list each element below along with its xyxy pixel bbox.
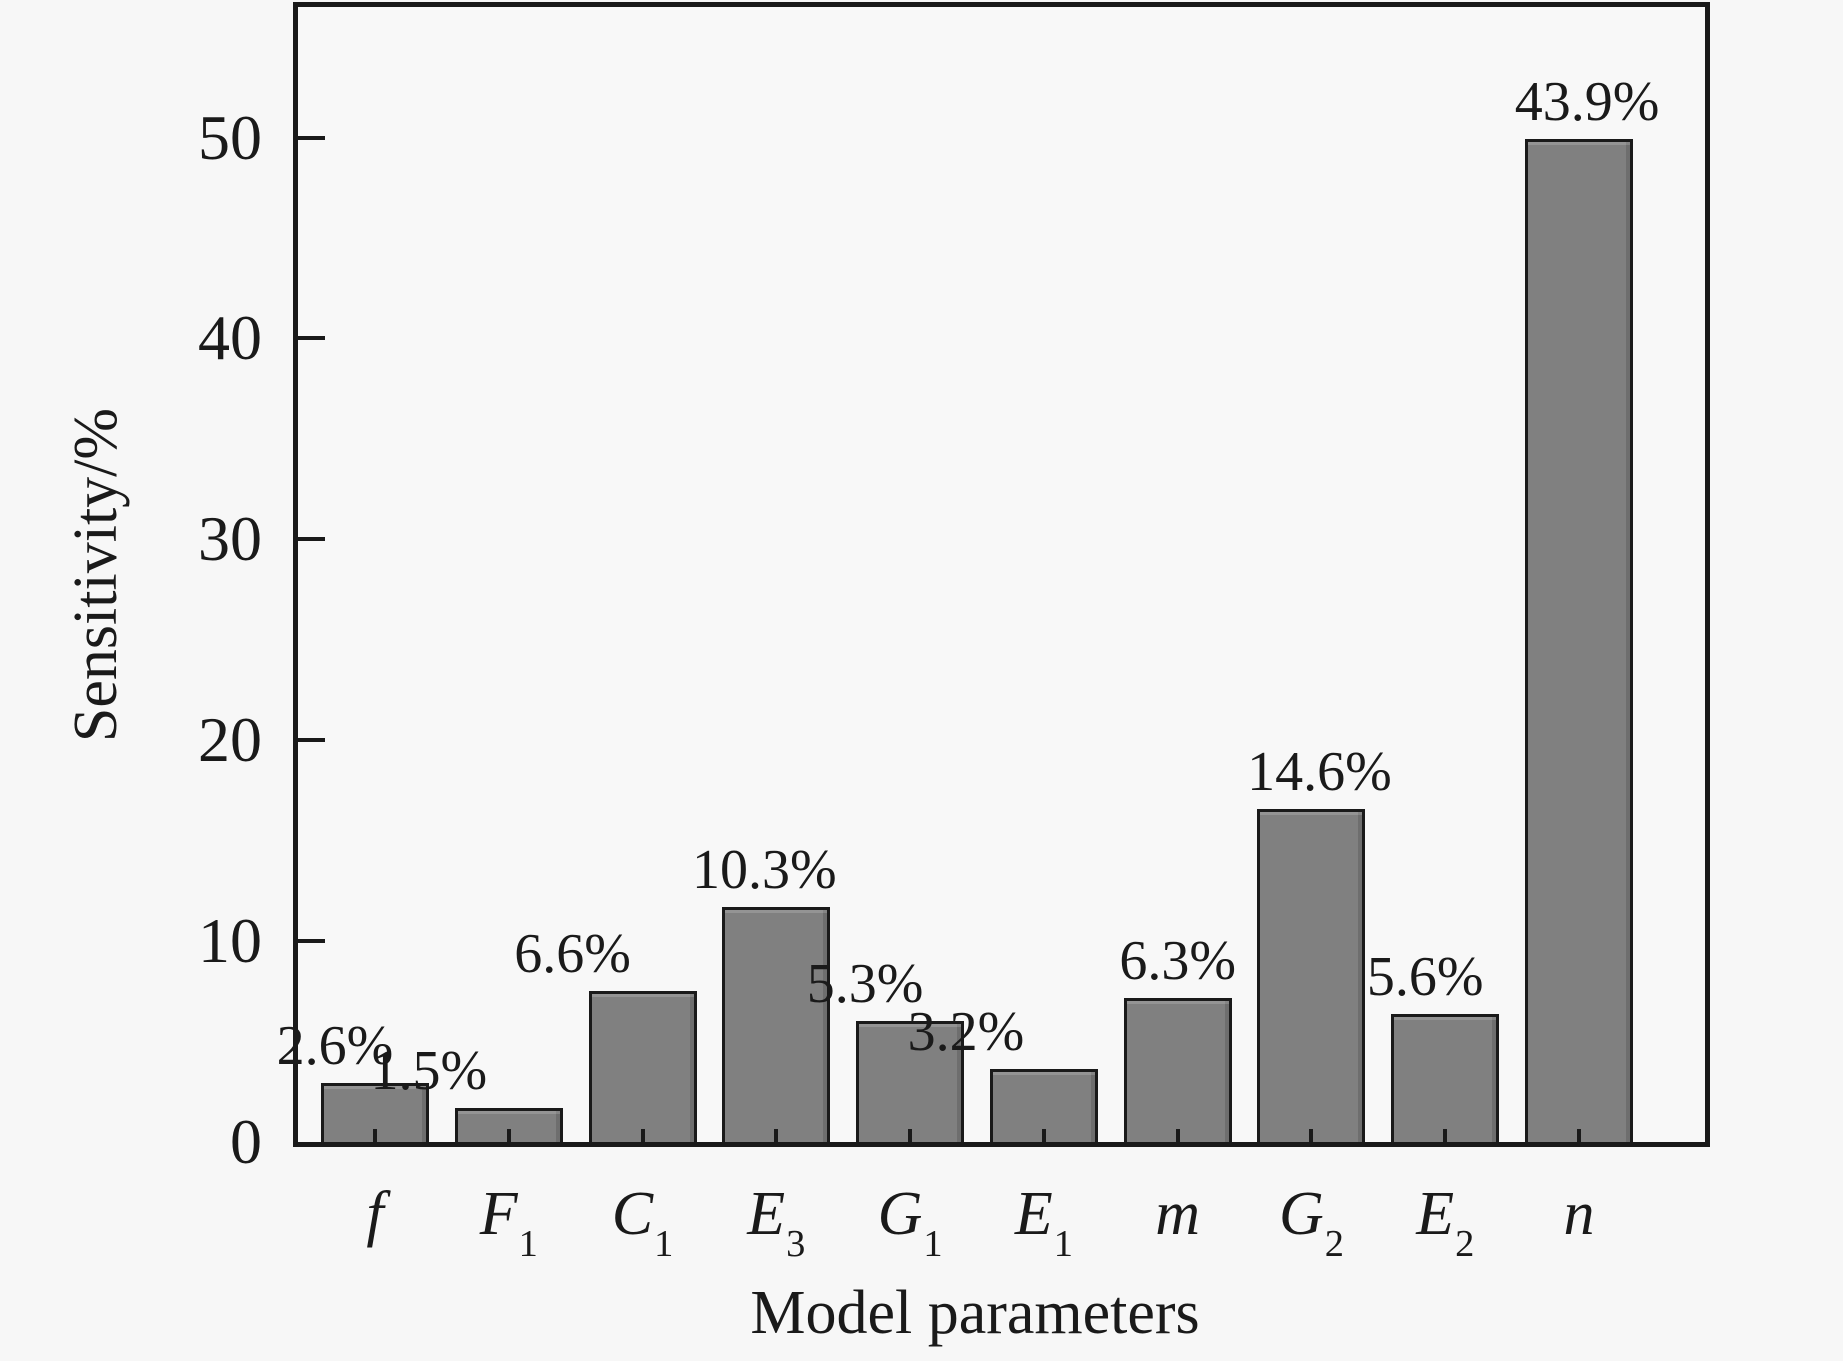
bar-value-label: 6.3% bbox=[1119, 930, 1236, 992]
y-axis-tick-label: 20 bbox=[198, 704, 262, 776]
y-axis-tick bbox=[298, 336, 325, 341]
bar bbox=[856, 1021, 965, 1142]
bar-value-label: 3.2% bbox=[907, 1001, 1025, 1063]
bar-value-label: 43.9% bbox=[1514, 71, 1660, 133]
x-axis-title: Model parameters bbox=[750, 1279, 1200, 1347]
bar bbox=[1525, 139, 1634, 1142]
plot-area: 2.6% 1.5% 6.6% 10.3% 5.3% 3.2% 6.3% 14.6% 5.6% 43… bbox=[277, 2, 1710, 1147]
y-axis-tick-label: 0 bbox=[230, 1106, 262, 1177]
y-axis-tick bbox=[298, 537, 325, 542]
x-axis-category-label: E2 bbox=[1416, 1180, 1475, 1265]
bar bbox=[1391, 1014, 1500, 1142]
x-axis-tick bbox=[1577, 1129, 1582, 1142]
bar bbox=[1123, 998, 1232, 1142]
bar bbox=[1257, 809, 1366, 1142]
x-axis-category-label: C1 bbox=[611, 1180, 674, 1265]
bar bbox=[588, 991, 697, 1142]
x-axis-tick bbox=[1175, 1129, 1180, 1142]
x-axis-tick bbox=[506, 1129, 511, 1142]
x-axis-tick bbox=[373, 1129, 377, 1142]
y-axis-tick-label: 10 bbox=[198, 905, 262, 977]
x-axis-tick bbox=[640, 1129, 645, 1142]
bar-value-label: 14.6% bbox=[1247, 741, 1392, 803]
bar-value-label: 2.6% bbox=[276, 1015, 394, 1077]
x-axis-tick bbox=[1309, 1129, 1314, 1142]
y-axis-tick-label: 30 bbox=[198, 503, 262, 575]
bar-value-label: 10.3% bbox=[692, 839, 837, 901]
y-axis-tick-label: 50 bbox=[198, 101, 262, 173]
x-axis-category-label: m bbox=[1155, 1180, 1201, 1248]
x-axis-category-label: G2 bbox=[1278, 1180, 1344, 1265]
x-axis-tick bbox=[1443, 1129, 1448, 1142]
bar-value-label: 5.6% bbox=[1366, 946, 1484, 1008]
x-axis-tick bbox=[1041, 1129, 1046, 1142]
x-axis-tick bbox=[774, 1129, 779, 1142]
y-axis-tick bbox=[298, 135, 325, 140]
x-axis-category-label: E1 bbox=[1014, 1180, 1073, 1265]
x-axis-category-label: n bbox=[1563, 1180, 1595, 1248]
x-axis-category-label: F1 bbox=[479, 1180, 538, 1265]
bar bbox=[722, 907, 831, 1142]
x-axis-category-label: E3 bbox=[747, 1180, 806, 1265]
bar-value-label: 6.6% bbox=[514, 923, 631, 985]
y-axis-tick-label: 40 bbox=[198, 302, 262, 374]
y-axis-tick bbox=[298, 738, 325, 743]
x-axis-tick bbox=[908, 1129, 913, 1142]
bar-value-label: 1.5% bbox=[370, 1040, 488, 1102]
bar-value-label: 5.3% bbox=[806, 953, 924, 1015]
x-axis-category-label: f bbox=[366, 1180, 384, 1248]
x-axis-category-label: G1 bbox=[877, 1180, 943, 1265]
y-axis-tick bbox=[298, 939, 325, 944]
